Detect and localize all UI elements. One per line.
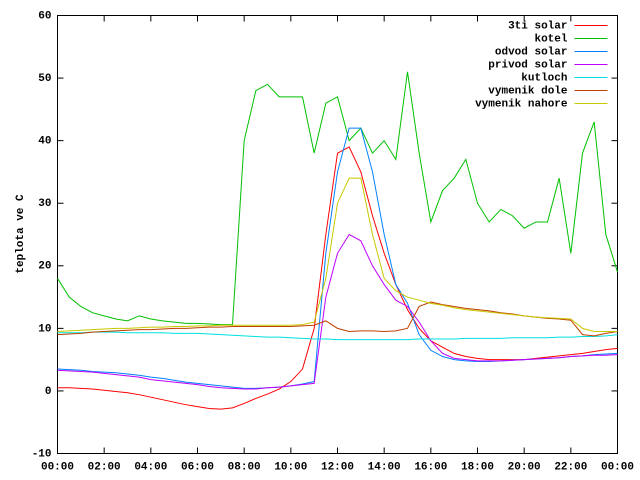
y-axis-label: teplota ve C <box>15 194 27 274</box>
series-line <box>57 331 618 341</box>
x-tick-label: 14:00 <box>368 461 401 473</box>
x-tick-label: 18:00 <box>461 461 494 473</box>
legend-label: 3ti solar <box>508 20 567 32</box>
x-tick-label: 20:00 <box>508 461 541 473</box>
series-line <box>57 177 618 332</box>
legend-label: vymenik dole <box>488 85 568 97</box>
y-tick-label: 30 <box>38 198 51 210</box>
x-tick-label: 00:00 <box>601 461 634 473</box>
legend-label: kotel <box>534 33 567 45</box>
legend-label: odvod solar <box>495 46 568 58</box>
x-tick-label: 10:00 <box>274 461 307 473</box>
y-tick-label: 60 <box>38 10 51 22</box>
x-tick-label: 22:00 <box>554 461 587 473</box>
x-tick-label: 02:00 <box>88 461 121 473</box>
y-tick-label: -10 <box>32 448 52 460</box>
y-tick-label: 20 <box>38 261 51 273</box>
legend-label: privod solar <box>488 59 567 71</box>
legend-label: kutloch <box>521 72 567 84</box>
y-tick-label: 40 <box>38 136 51 148</box>
x-tick-label: 12:00 <box>321 461 354 473</box>
series-line <box>57 233 618 390</box>
x-tick-label: 06:00 <box>181 461 214 473</box>
x-tick-label: 08:00 <box>228 461 261 473</box>
series-line <box>57 71 618 326</box>
y-tick-label: 50 <box>38 73 51 85</box>
x-tick-label: 04:00 <box>134 461 167 473</box>
y-tick-label: 0 <box>45 386 52 398</box>
x-tick-label: 16:00 <box>414 461 447 473</box>
legend-label: vymenik nahore <box>475 98 568 110</box>
x-tick-label: 00:00 <box>41 461 74 473</box>
y-tick-label: 10 <box>38 323 51 335</box>
